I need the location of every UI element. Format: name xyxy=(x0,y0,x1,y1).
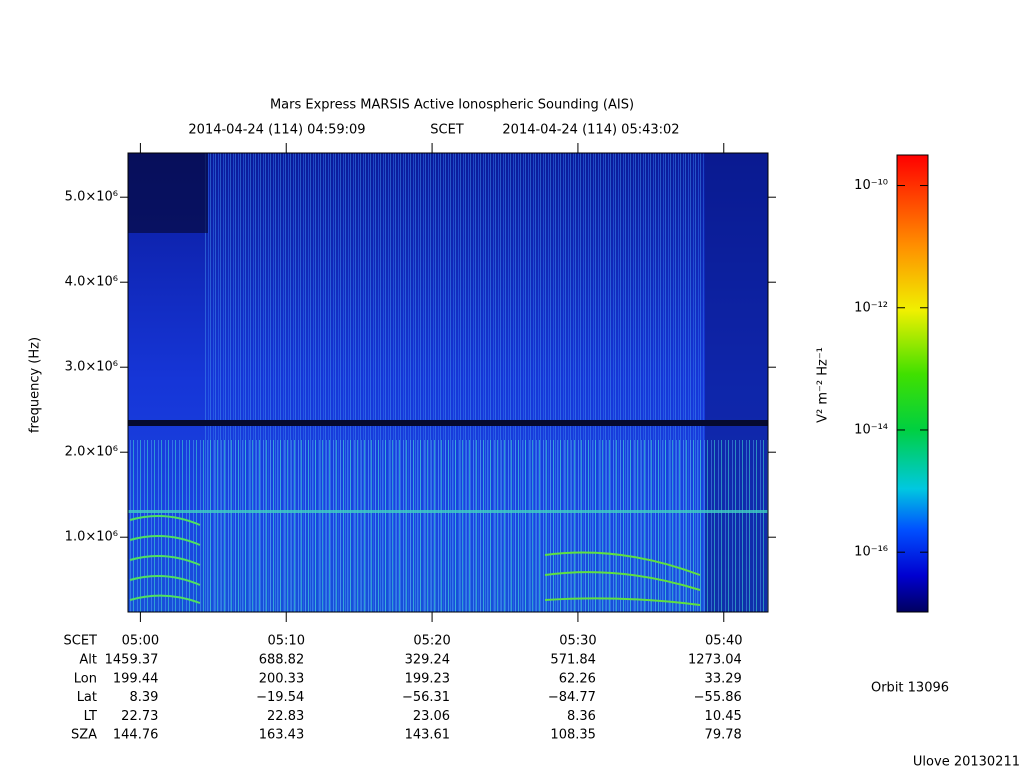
ephemeris-value: 10.45 xyxy=(705,709,742,724)
ephemeris-value: 79.78 xyxy=(705,728,742,743)
ephemeris-value: 688.82 xyxy=(259,653,305,668)
ephemeris-value: 8.36 xyxy=(567,709,596,724)
ephemeris-value: 108.35 xyxy=(550,728,596,743)
colorbar-tick-label: 10⁻¹⁰ xyxy=(854,178,888,193)
y-tick-label: 1.0×10⁶ xyxy=(65,530,118,545)
x-tick-label: 05:10 xyxy=(268,634,305,649)
x-tick-label: 05:30 xyxy=(559,634,596,649)
ephemeris-value: 1459.37 xyxy=(105,653,159,668)
ephemeris-value: 33.29 xyxy=(705,671,742,686)
ephemeris-value: 62.26 xyxy=(559,671,596,686)
ephemeris-value: 200.33 xyxy=(259,671,305,686)
time-label: SCET xyxy=(430,123,464,138)
ephemeris-value: 144.76 xyxy=(113,728,159,743)
ephemeris-value: 143.61 xyxy=(405,728,451,743)
colorbar-tick-label: 10⁻¹² xyxy=(854,300,888,315)
ephemeris-value: 199.23 xyxy=(405,671,451,686)
y-tick-label: 3.0×10⁶ xyxy=(65,360,118,375)
x-tick-label: 05:00 xyxy=(122,634,159,649)
y-tick-label: 5.0×10⁶ xyxy=(65,190,118,205)
x-tick-label: 05:40 xyxy=(705,634,742,649)
ephemeris-value: 1273.04 xyxy=(688,653,742,668)
orbit-label: Orbit 13096 xyxy=(871,681,949,696)
ephemeris-value: 329.24 xyxy=(405,653,451,668)
ephemeris-value: −19.54 xyxy=(256,690,304,705)
footer: Ulove 20130211 xyxy=(913,755,1020,768)
ephemeris-value: 8.39 xyxy=(129,690,158,705)
ephemeris-value: 571.84 xyxy=(550,653,596,668)
ephemeris-value: 199.44 xyxy=(113,671,159,686)
ephemeris-value: 23.06 xyxy=(413,709,450,724)
ephemeris-label: Lat xyxy=(77,690,97,705)
ephemeris-value: −84.77 xyxy=(548,690,596,705)
ephemeris-value: 163.43 xyxy=(259,728,305,743)
chart-title: Mars Express MARSIS Active Ionospheric S… xyxy=(270,98,634,113)
colorbar-tick-label: 10⁻¹⁶ xyxy=(854,545,888,560)
x-tick-label: 05:20 xyxy=(413,634,450,649)
colorbar-tick-label: 10⁻¹⁴ xyxy=(854,422,888,437)
y-axis-label: frequency (Hz) xyxy=(28,337,43,433)
colorbar xyxy=(896,154,929,613)
plot-frame xyxy=(127,152,769,613)
ephemeris-label: LT xyxy=(84,709,97,724)
y-tick-label: 4.0×10⁶ xyxy=(65,275,118,290)
ephemeris-value: −55.86 xyxy=(694,690,742,705)
ephemeris-label: Lon xyxy=(74,671,97,686)
time-start: 2014-04-24 (114) 04:59:09 xyxy=(188,123,365,138)
colorbar-label: V² m⁻² Hz⁻¹ xyxy=(816,347,831,423)
ephemeris-value: −56.31 xyxy=(402,690,450,705)
time-end: 2014-04-24 (114) 05:43:02 xyxy=(502,123,679,138)
ephemeris-value: 22.73 xyxy=(121,709,158,724)
ephemeris-label: SZA xyxy=(71,728,97,743)
ephemeris-label: Alt xyxy=(79,653,97,668)
ephemeris-time-label: SCET xyxy=(64,634,98,649)
spectrogram-image xyxy=(128,153,768,612)
ephemeris-value: 22.83 xyxy=(267,709,304,724)
y-tick-label: 2.0×10⁶ xyxy=(65,445,118,460)
